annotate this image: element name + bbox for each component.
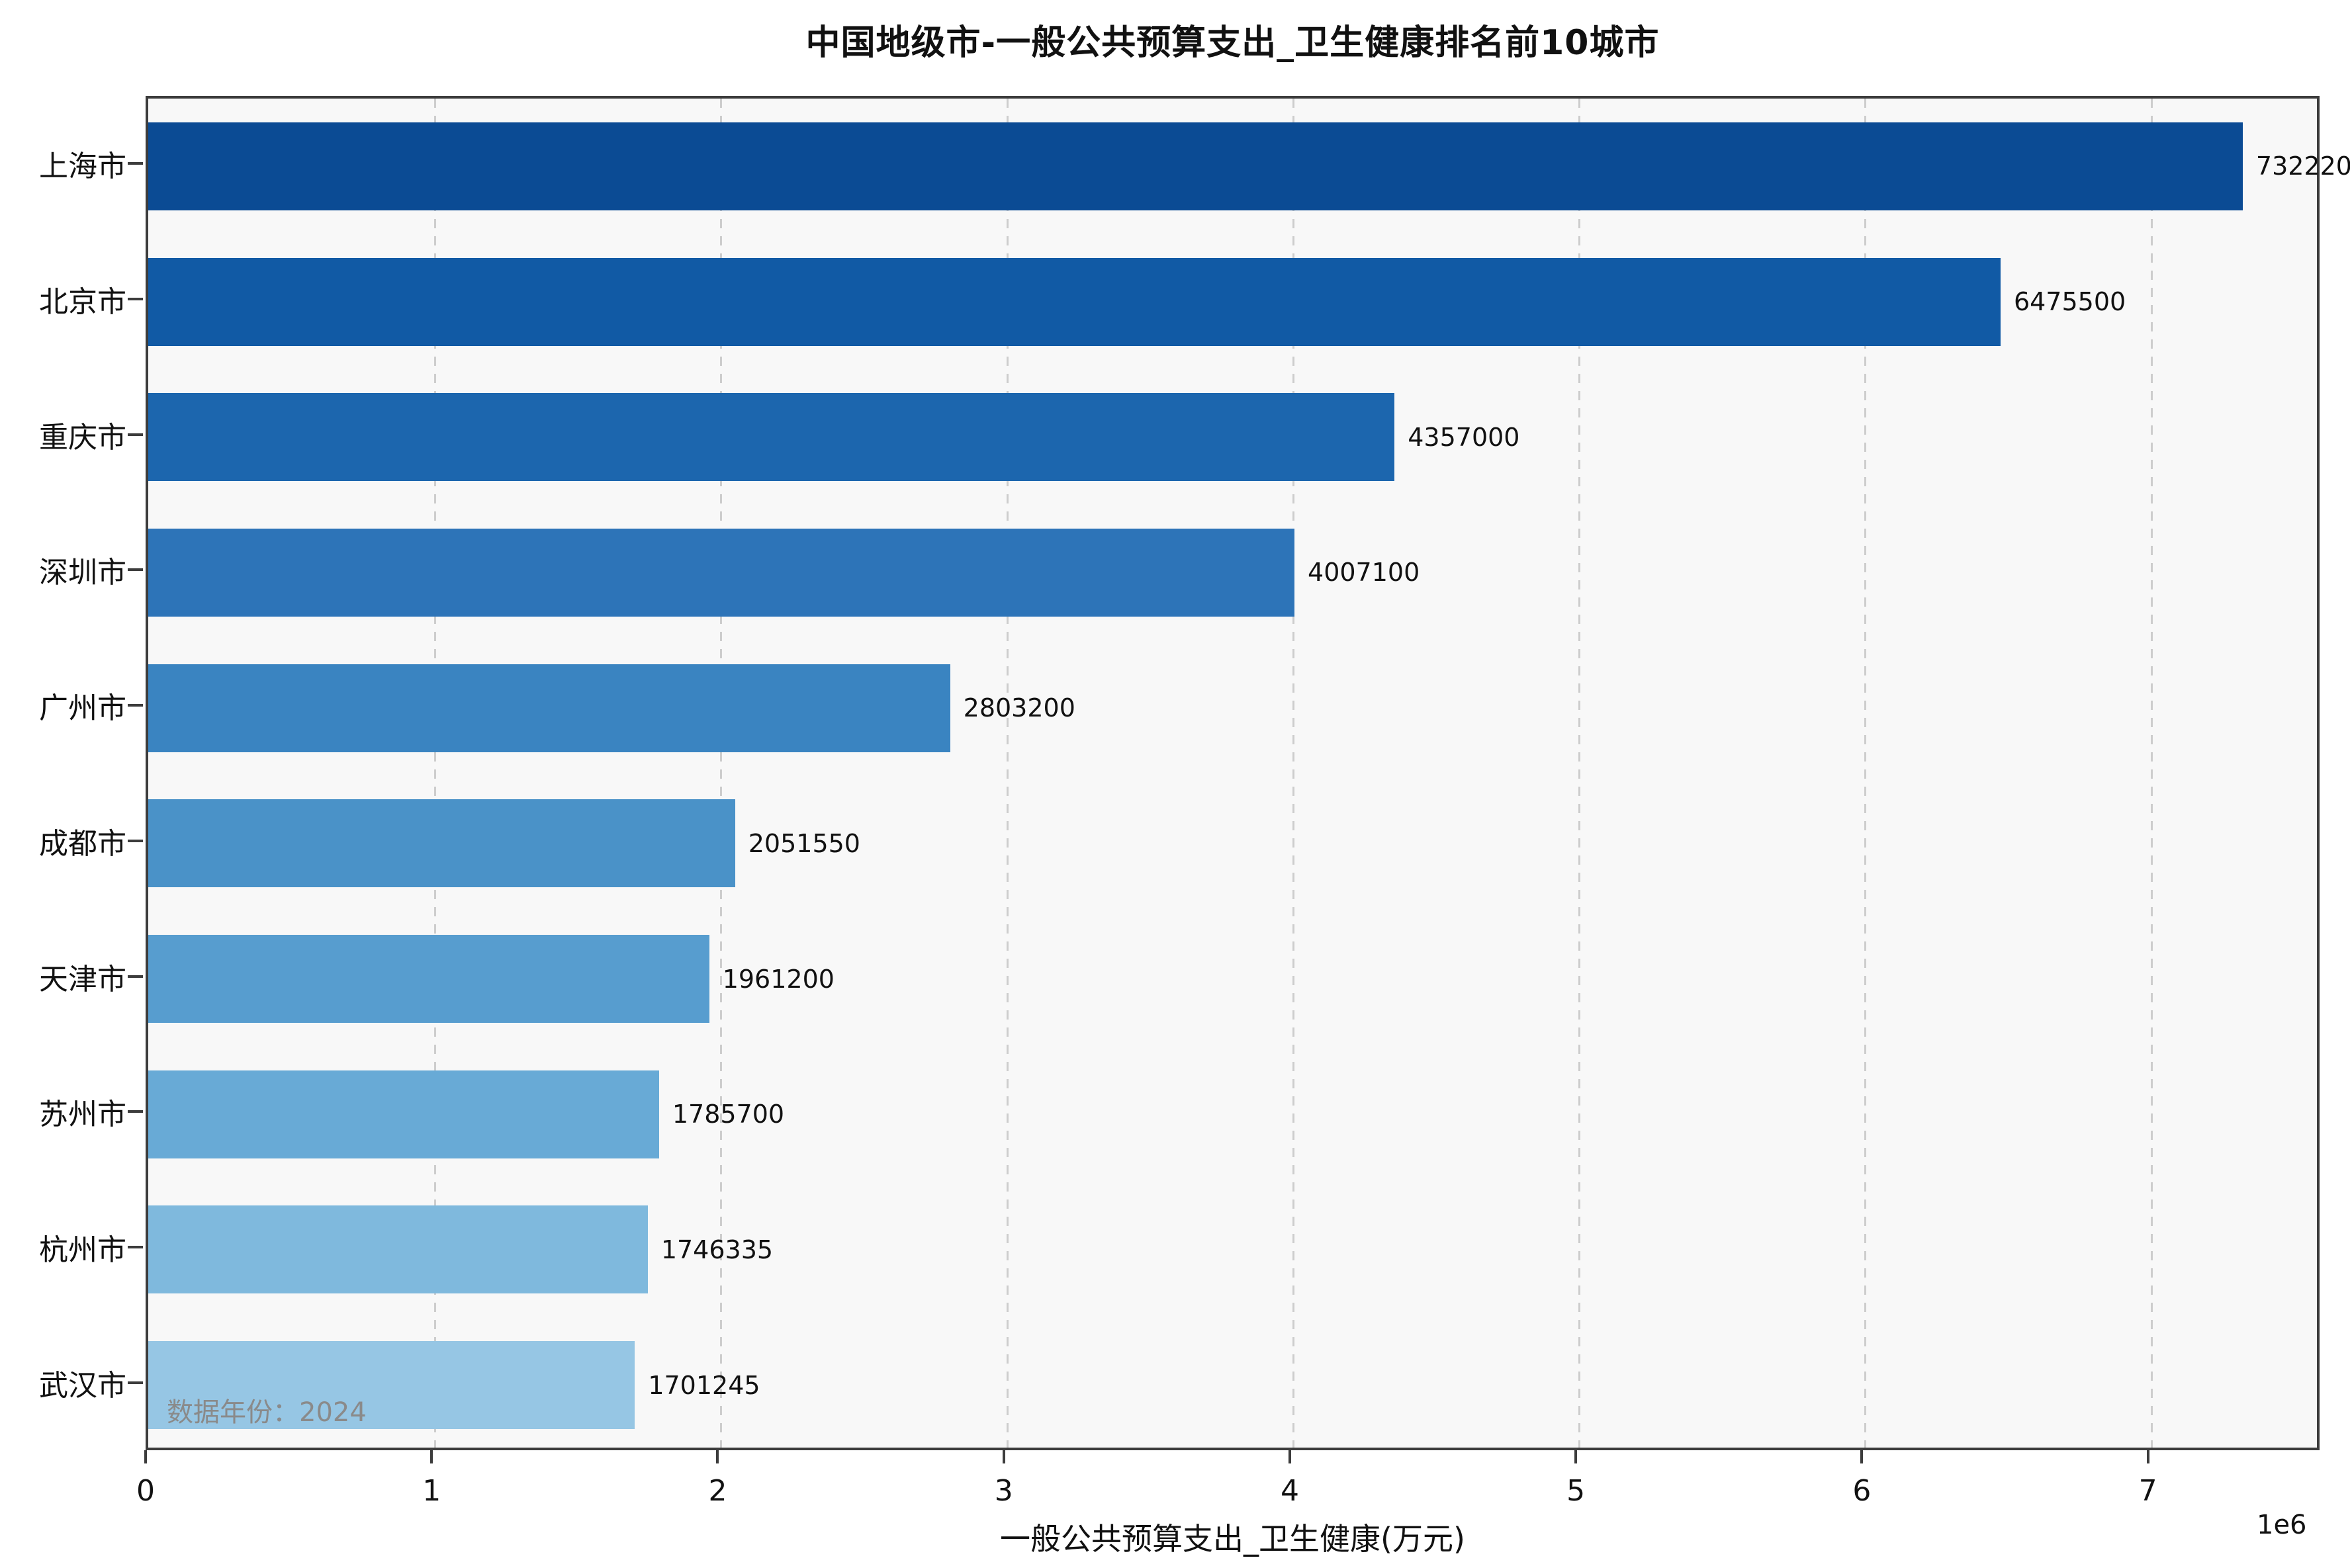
gridline bbox=[434, 99, 437, 1448]
bar-value-label: 4357000 bbox=[1408, 422, 1520, 452]
x-tick-label-1: 1 bbox=[422, 1474, 441, 1508]
x-tick-mark bbox=[716, 1450, 719, 1463]
y-tick-label-广州市: 广州市 bbox=[39, 691, 126, 726]
x-tick-mark bbox=[1860, 1450, 1864, 1463]
x-tick-mark bbox=[144, 1450, 147, 1463]
y-tick-mark bbox=[128, 704, 143, 707]
gridline bbox=[1006, 99, 1009, 1448]
y-tick-label-北京市: 北京市 bbox=[39, 285, 126, 320]
y-tick-label-重庆市: 重庆市 bbox=[39, 420, 126, 455]
bar-value-label: 2803200 bbox=[963, 693, 1075, 723]
bar-深圳市 bbox=[148, 528, 1295, 617]
bar-杭州市 bbox=[148, 1205, 648, 1294]
bar-北京市 bbox=[148, 257, 2001, 346]
x-tick-label-3: 3 bbox=[994, 1474, 1013, 1508]
x-tick-label-5: 5 bbox=[1566, 1474, 1586, 1508]
bar-成都市 bbox=[148, 799, 735, 888]
x-tick-mark bbox=[2146, 1450, 2149, 1463]
gridline bbox=[2150, 99, 2153, 1448]
y-tick-label-上海市: 上海市 bbox=[39, 150, 126, 184]
gridline bbox=[720, 99, 723, 1448]
y-tick-label-苏州市: 苏州市 bbox=[39, 1098, 126, 1132]
x-tick-label-6: 6 bbox=[1852, 1474, 1872, 1508]
bar-value-label: 1961200 bbox=[722, 964, 835, 994]
chart-title: 中国地级市-一般公共预算支出_卫生健康排名前10城市 bbox=[805, 23, 1660, 63]
gridline bbox=[1864, 99, 1867, 1448]
bar-武汉市 bbox=[148, 1341, 635, 1430]
gridline bbox=[1578, 99, 1581, 1448]
y-tick-mark bbox=[128, 433, 143, 436]
y-tick-label-杭州市: 杭州市 bbox=[39, 1233, 126, 1267]
x-axis-label: 一般公共预算支出_卫生健康(万元) bbox=[1000, 1521, 1465, 1557]
x-tick-label-0: 0 bbox=[136, 1474, 155, 1508]
x-tick-mark bbox=[1002, 1450, 1005, 1463]
gridline bbox=[1292, 99, 1294, 1448]
bar-value-label: 7322200 bbox=[2255, 152, 2350, 181]
x-tick-label-4: 4 bbox=[1280, 1474, 1299, 1508]
bar-苏州市 bbox=[148, 1070, 659, 1158]
plot-area: 7322200 6475500 4357000 4007100 2803200 20515… bbox=[146, 96, 2350, 1450]
y-tick-mark bbox=[128, 1110, 143, 1113]
x-tick-mark bbox=[430, 1450, 433, 1463]
bar-value-label: 6475500 bbox=[2013, 287, 2126, 317]
x-tick-mark bbox=[1574, 1450, 1578, 1463]
y-tick-label-成都市: 成都市 bbox=[39, 826, 126, 861]
y-tick-mark bbox=[128, 298, 143, 301]
y-tick-mark bbox=[128, 1245, 143, 1248]
bar-value-label: 1701245 bbox=[648, 1370, 760, 1400]
axis-offset-label: 1e6 bbox=[2257, 1510, 2307, 1540]
y-tick-label-天津市: 天津市 bbox=[39, 962, 126, 996]
y-tick-mark bbox=[128, 162, 143, 165]
bar-天津市 bbox=[148, 935, 709, 1024]
bar-重庆市 bbox=[148, 393, 1395, 482]
bar-上海市 bbox=[148, 122, 2243, 210]
data-year-annotation: 数据年份：2024 bbox=[167, 1397, 367, 1428]
bar-value-label: 1785700 bbox=[672, 1100, 785, 1129]
y-tick-mark bbox=[128, 975, 143, 978]
x-tick-label-7: 7 bbox=[2138, 1474, 2157, 1508]
y-tick-label-武汉市: 武汉市 bbox=[39, 1368, 126, 1403]
x-tick-label-2: 2 bbox=[708, 1474, 727, 1508]
bar-value-label: 1746335 bbox=[660, 1235, 774, 1264]
y-tick-label-深圳市: 深圳市 bbox=[39, 556, 126, 590]
x-tick-mark bbox=[1288, 1450, 1291, 1463]
bar-value-label: 4007100 bbox=[1308, 558, 1420, 588]
bar-value-label: 2051550 bbox=[748, 828, 860, 858]
y-tick-mark bbox=[128, 568, 143, 572]
y-tick-mark bbox=[128, 1381, 143, 1384]
bar-广州市 bbox=[148, 664, 950, 752]
y-tick-mark bbox=[128, 839, 143, 842]
